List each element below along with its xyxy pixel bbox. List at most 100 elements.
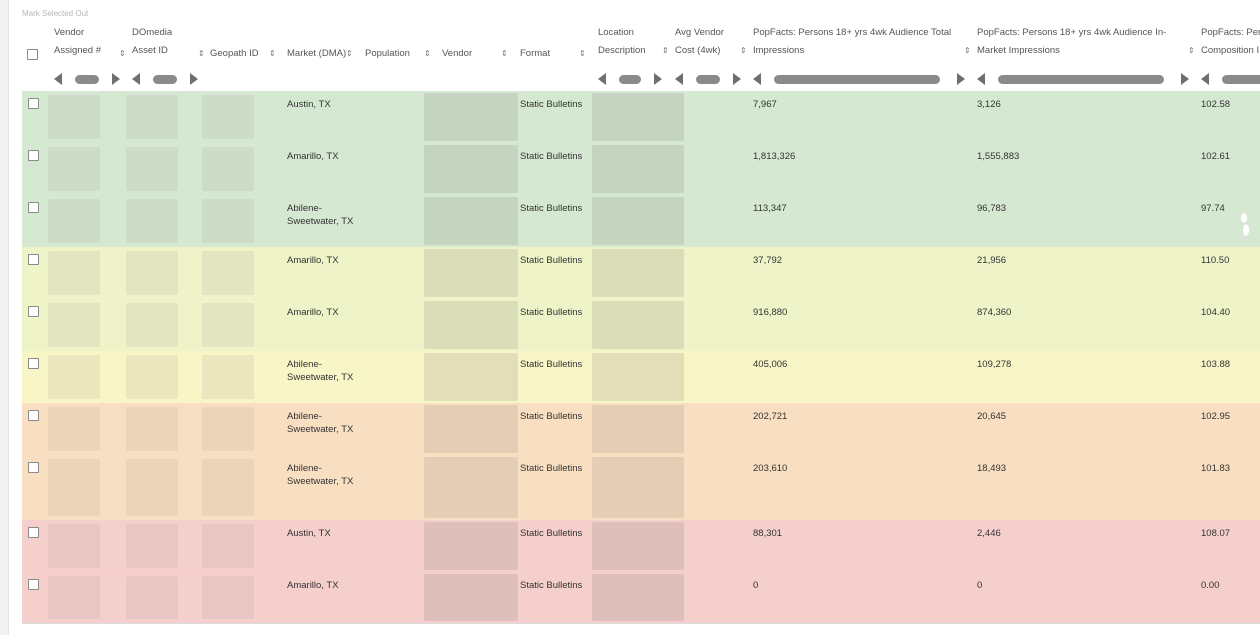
col-total-impressions-header[interactable]: PopFacts: Persons 18+ yrs 4wk Audience T…: [753, 24, 951, 60]
column-scroller[interactable]: [753, 73, 965, 85]
redacted-vendor-assigned: [48, 199, 100, 243]
col-location-header[interactable]: Location Description: [598, 24, 646, 60]
sort-icon[interactable]: ⇕: [579, 49, 586, 58]
scroll-thumb[interactable]: [696, 75, 720, 84]
chevron-left-icon[interactable]: [1201, 73, 1209, 85]
scroll-thumb[interactable]: [998, 75, 1164, 84]
redacted-geopath-id: [202, 576, 254, 619]
chevron-left-icon[interactable]: [132, 73, 140, 85]
row-checkbox[interactable]: [28, 98, 39, 109]
table-row[interactable]: Amarillo, TX Static Bulletins 916,880 874,3…: [22, 299, 1260, 352]
redacted-vendor-assigned: [48, 95, 100, 139]
col-inmarket-impressions-header[interactable]: PopFacts: Persons 18+ yrs 4wk Audience I…: [977, 24, 1166, 60]
col-avg-cost-header[interactable]: Avg Vendor Cost (4wk): [675, 24, 724, 60]
total-impressions-cell: 0: [753, 580, 759, 591]
scroll-thumb[interactable]: [75, 75, 99, 84]
row-checkbox[interactable]: [28, 306, 39, 317]
sort-icon[interactable]: ⇕: [1188, 46, 1195, 55]
row-checkbox[interactable]: [28, 150, 39, 161]
composition-cell: 110.50: [1201, 255, 1230, 266]
row-checkbox[interactable]: [28, 254, 39, 265]
col-geopath-header[interactable]: Geopath ID: [210, 48, 259, 59]
col-market-header[interactable]: Market (DMA): [287, 48, 347, 59]
redacted-asset-id: [126, 407, 178, 451]
market-line: Abilene-: [287, 411, 322, 422]
sort-icon[interactable]: ⇕: [424, 49, 431, 58]
row-checkbox[interactable]: [28, 410, 39, 421]
col-domedia-asset-header[interactable]: DOmedia Asset ID: [132, 24, 172, 60]
chevron-right-icon[interactable]: [957, 73, 965, 85]
table-row[interactable]: Abilene- Sweetwater, TX Static Bulletins 40…: [22, 351, 1260, 404]
format-cell: Static Bulletins: [520, 580, 583, 591]
row-checkbox[interactable]: [28, 202, 39, 213]
column-scroller[interactable]: [54, 73, 120, 85]
scroll-thumb[interactable]: [1222, 75, 1260, 84]
col-format-header[interactable]: Format: [520, 48, 551, 59]
table-row[interactable]: Amarillo, TX Static Bulletins 1,813,326 1,5…: [22, 143, 1260, 196]
market-cell: Abilene- Sweetwater, TX: [287, 202, 353, 228]
sort-icon[interactable]: ⇕: [964, 46, 971, 55]
redacted-vendor: [424, 145, 518, 193]
scroll-thumb[interactable]: [153, 75, 177, 84]
scroll-thumb[interactable]: [619, 75, 641, 84]
sort-icon[interactable]: ⇕: [198, 49, 205, 58]
chevron-right-icon[interactable]: [654, 73, 662, 85]
row-checkbox[interactable]: [28, 527, 39, 538]
sort-icon[interactable]: ⇕: [119, 49, 126, 58]
chevron-left-icon[interactable]: [675, 73, 683, 85]
col-population-header[interactable]: Population: [365, 48, 410, 59]
market-line: Amarillo, TX: [287, 151, 339, 162]
sort-icon[interactable]: ⇕: [269, 49, 276, 58]
column-scroller[interactable]: [132, 73, 198, 85]
select-all-checkbox[interactable]: [27, 49, 38, 60]
chevron-left-icon[interactable]: [977, 73, 985, 85]
sort-icon[interactable]: ⇕: [740, 46, 747, 55]
column-scroller[interactable]: [675, 73, 741, 85]
redacted-location-description: [592, 93, 684, 141]
chevron-right-icon[interactable]: [733, 73, 741, 85]
chevron-left-icon[interactable]: [54, 73, 62, 85]
format-cell: Static Bulletins: [520, 99, 583, 110]
inmarket-impressions-cell: 874,360: [977, 307, 1012, 318]
column-scroller[interactable]: [977, 73, 1189, 85]
row-checkbox[interactable]: [28, 579, 39, 590]
composition-cell: 101.83: [1201, 463, 1231, 474]
redacted-vendor: [424, 574, 518, 621]
column-scroller[interactable]: [1201, 73, 1260, 85]
chevron-right-icon[interactable]: [1181, 73, 1189, 85]
format-cell: Static Bulletins: [520, 203, 583, 214]
column-scroller[interactable]: [598, 73, 662, 85]
table-row[interactable]: Austin, TX Static Bulletins 88,301 2,446 108…: [22, 520, 1260, 573]
table-row[interactable]: Abilene- Sweetwater, TX Static Bulletins 20…: [22, 455, 1260, 521]
table-row[interactable]: Abilene- Sweetwater, TX Static Bulletins 11…: [22, 195, 1260, 248]
table-row[interactable]: Austin, TX Static Bulletins 7,967 3,126 102.…: [22, 91, 1260, 144]
redacted-geopath-id: [202, 95, 254, 139]
sort-icon[interactable]: ⇕: [662, 46, 669, 55]
redacted-vendor: [424, 353, 518, 401]
market-cell: Amarillo, TX: [287, 254, 339, 267]
sort-icon[interactable]: ⇕: [501, 49, 508, 58]
table-row[interactable]: Amarillo, TX Static Bulletins 0 0 0.00: [22, 572, 1260, 624]
composition-cell: 102.95: [1201, 411, 1231, 422]
format-cell: Static Bulletins: [520, 463, 583, 474]
composition-cell: 97.74: [1201, 203, 1225, 214]
scroll-cursor-icon: [1240, 212, 1250, 237]
table-row[interactable]: Abilene- Sweetwater, TX Static Bulletins 20…: [22, 403, 1260, 456]
col-vendor-header[interactable]: Vendor: [442, 48, 473, 59]
mark-selected-out-button[interactable]: Mark Selected Out: [22, 9, 89, 18]
col-composition-header[interactable]: PopFacts: Pers Composition I: [1201, 24, 1260, 60]
sort-icon[interactable]: ⇕: [346, 49, 353, 58]
col-vendor-assigned-header[interactable]: Vendor Assigned #: [54, 24, 101, 60]
row-checkbox[interactable]: [28, 462, 39, 473]
chevron-left-icon[interactable]: [598, 73, 606, 85]
chevron-left-icon[interactable]: [753, 73, 761, 85]
scroll-thumb[interactable]: [774, 75, 940, 84]
table-row[interactable]: Amarillo, TX Static Bulletins 37,792 21,956…: [22, 247, 1260, 300]
header-label: Vendor: [54, 27, 85, 38]
chevron-right-icon[interactable]: [190, 73, 198, 85]
row-checkbox[interactable]: [28, 358, 39, 369]
format-cell: Static Bulletins: [520, 151, 583, 162]
chevron-right-icon[interactable]: [112, 73, 120, 85]
redacted-asset-id: [126, 524, 178, 568]
redacted-vendor: [424, 249, 518, 297]
